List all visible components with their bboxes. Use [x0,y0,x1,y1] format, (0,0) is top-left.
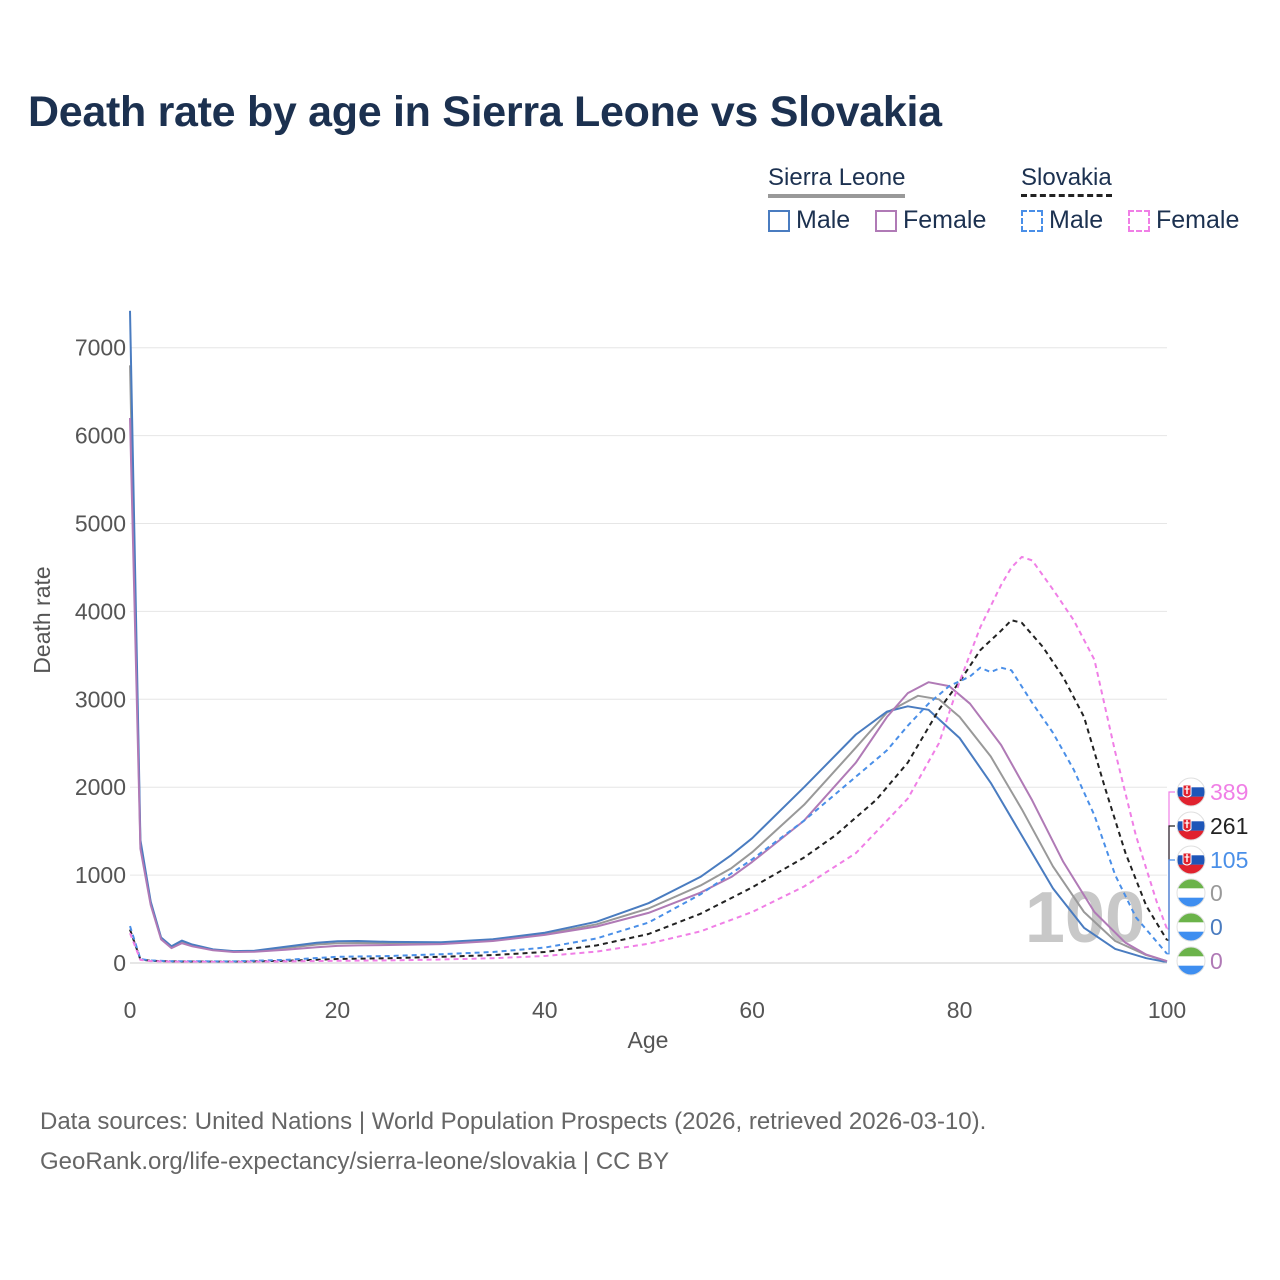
flag-border [1176,845,1206,875]
legend-label: Male [796,206,851,234]
legend-label: Male [1049,206,1104,234]
end-label-value: 389 [1210,779,1248,805]
flag-stripe [1177,965,1205,975]
flag-stripe [1177,888,1205,898]
legend-item-slovakia-male[interactable]: Male [1021,206,1103,235]
x-tick-label: 60 [739,997,765,1023]
gridlines [130,347,1167,876]
y-tick-label: 0 [113,950,126,976]
flag-border [1176,912,1206,942]
legend-label: Female [1156,206,1240,234]
source-line-1: Data sources: United Nations | World Pop… [40,1108,987,1135]
y-tick-label: 1000 [75,862,126,888]
series-line-sierra-leone-female [129,417,1168,963]
flag-border [1176,878,1206,908]
legend-label: Female [903,206,987,234]
flag-stripe [1177,812,1205,822]
flag-stripe [1177,947,1205,957]
end-label-connector [1167,825,1175,941]
flag-icon-slovakia [1176,777,1206,807]
x-tick-label: 40 [532,997,558,1023]
end-label-connector [1167,859,1175,955]
y-tick-label: 2000 [75,774,126,800]
y-axis-label: Death rate [29,566,55,673]
flag-stripe [1177,864,1205,874]
legend-item-slovakia-female[interactable]: Female [1128,206,1239,235]
legend-item-sierra-leone-male[interactable]: Male [768,206,850,235]
end-label-value: 0 [1210,880,1223,906]
flag-icon-sierra-leone [1176,912,1206,942]
flag-stripe [1177,931,1205,941]
source-line-2: GeoRank.org/life-expectancy/sierra-leone… [40,1148,670,1175]
flag-border [1176,811,1206,841]
legend-group-sierra-leone[interactable]: Sierra Leone [768,164,906,198]
flag-border [1176,946,1206,976]
flag-stripe [1177,913,1205,923]
flag-icon-slovakia [1176,811,1206,841]
legend-group-line [1021,194,1112,197]
series-line-sierra-leone-total [129,365,1168,963]
y-tick-label: 3000 [75,686,126,712]
flag-icon-sierra-leone [1176,946,1206,976]
legend-swatch [875,209,897,232]
y-tick-label: 6000 [75,423,126,449]
end-label-value: 0 [1210,948,1223,974]
flag-stripe [1177,922,1205,932]
x-tick-label: 0 [124,997,137,1023]
series-line-slovakia-male [129,666,1168,963]
flag-border [1176,777,1206,807]
legend-group-slovakia[interactable]: Slovakia [1021,164,1112,197]
legend-item-sierra-leone-female[interactable]: Female [875,206,986,235]
x-axis-label: Age [628,1027,669,1053]
end-label-value: 105 [1210,847,1248,873]
end-label-value: 0 [1210,914,1223,940]
legend-swatch [1021,209,1043,232]
flag-stripe [1177,879,1205,889]
flag-stripe [1177,897,1205,907]
x-tick-label: 100 [1148,997,1186,1023]
legend-swatch [1128,209,1150,232]
flag-stripe [1177,796,1205,806]
legend-group-label: Sierra Leone [768,164,906,191]
x-tick-label: 80 [947,997,973,1023]
flag-icon-slovakia [1176,845,1206,875]
series-line-slovakia-female [129,555,1168,963]
axes: 0 1000 2000 3000 4000 5000 6000 7000 0 20 40 60 80 10… [75,335,1186,1023]
y-tick-label: 5000 [75,511,126,537]
flag-stripe [1177,830,1205,840]
series-line-sierra-leone-male [129,310,1168,964]
flag-icon-sierra-leone [1176,878,1206,908]
x-tick-label: 20 [325,997,351,1023]
end-labels: 389 261 105 0 0 0 [1167,777,1248,976]
flag-stripe [1177,846,1205,856]
legend-group-label: Slovakia [1021,164,1112,191]
y-tick-label: 7000 [75,335,126,361]
end-label-value: 261 [1210,813,1248,839]
series-group [129,310,1168,964]
flag-stripe [1177,778,1205,788]
flag-stripe [1177,956,1205,966]
legend-group-line [768,194,906,198]
legend-swatch [768,209,790,232]
chart-title: Death rate by age in Sierra Leone vs Slo… [28,88,942,136]
y-tick-label: 4000 [75,598,126,624]
